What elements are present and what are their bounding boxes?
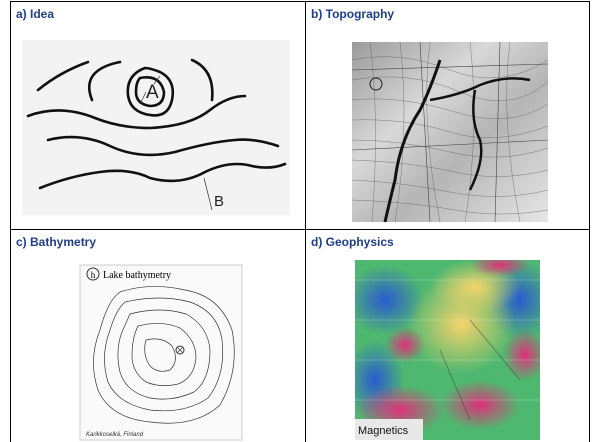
topography-map [352, 42, 548, 222]
panel-title: a) Idea [16, 7, 54, 21]
idea-sketch: A B [22, 40, 290, 215]
panel-title: b) Topography [311, 7, 394, 21]
sketch-label: B [214, 193, 224, 210]
magnetics-map: Magnetics [345, 253, 555, 440]
sketch-label: A [146, 82, 159, 103]
panel-title: d) Geophysics [311, 235, 394, 249]
panel-title: c) Bathymetry [16, 235, 96, 249]
map-label: Magnetics [358, 425, 409, 437]
map-label: h [91, 270, 96, 280]
map-label: Karikkoselkä, Finland [86, 432, 144, 438]
figure: a) Idea b) Topography c) Bathymetry d) G… [0, 0, 594, 442]
map-label: Lake bathymetry [103, 270, 171, 281]
bathymetry-map: h Lake bathymetry Karikkoselkä, Finland [80, 265, 242, 440]
